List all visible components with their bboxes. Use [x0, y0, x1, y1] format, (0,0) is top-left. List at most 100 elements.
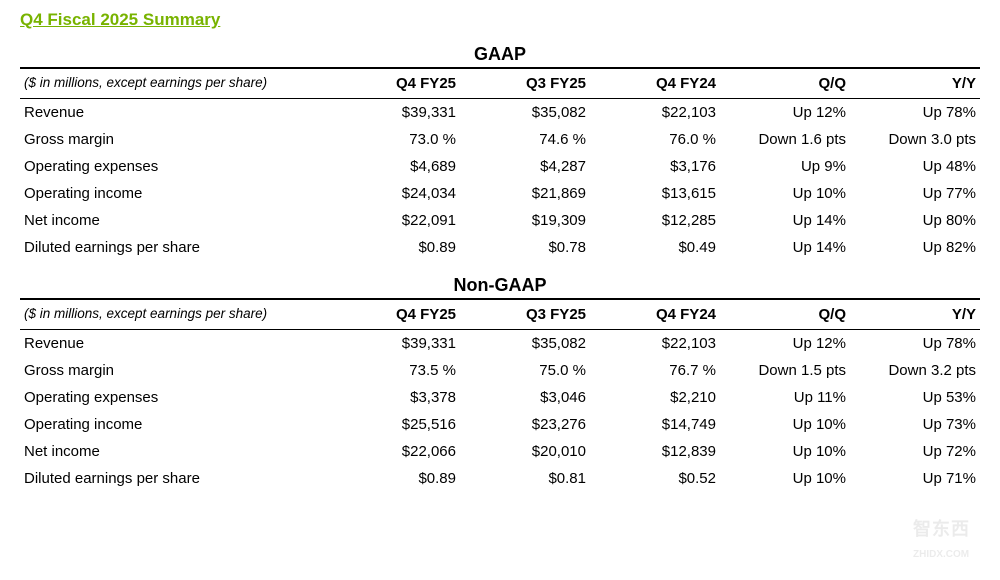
- table-cell: 73.0 %: [330, 126, 460, 153]
- table-cell: $21,869: [460, 180, 590, 207]
- table-cell: $39,331: [330, 330, 460, 358]
- table-row: Operating income$24,034$21,869$13,615Up …: [20, 180, 980, 207]
- table-block-gaap: GAAP ($ in millions, except earnings per…: [20, 44, 980, 261]
- table-row: Gross margin73.5 %75.0 %76.7 %Down 1.5 p…: [20, 357, 980, 384]
- table-cell: $0.52: [590, 465, 720, 492]
- table-header-cell: Q/Q: [720, 299, 850, 330]
- table-cell: $3,176: [590, 153, 720, 180]
- table-cell: Up 72%: [850, 438, 980, 465]
- table-cell: Up 73%: [850, 411, 980, 438]
- table-header-row: ($ in millions, except earnings per shar…: [20, 299, 980, 330]
- table-cell: 75.0 %: [460, 357, 590, 384]
- table-header-cell: Q/Q: [720, 68, 850, 99]
- table-cell: Up 12%: [720, 330, 850, 358]
- row-label: Operating income: [20, 411, 330, 438]
- table-cell: Up 78%: [850, 99, 980, 127]
- table-header-note: ($ in millions, except earnings per shar…: [20, 299, 330, 330]
- table-cell: $0.78: [460, 234, 590, 261]
- table-cell: Up 82%: [850, 234, 980, 261]
- table-cell: Down 1.5 pts: [720, 357, 850, 384]
- row-label: Revenue: [20, 330, 330, 358]
- table-cell: Up 10%: [720, 438, 850, 465]
- row-label: Net income: [20, 207, 330, 234]
- row-label: Revenue: [20, 99, 330, 127]
- table-cell: 73.5 %: [330, 357, 460, 384]
- table-cell: Up 9%: [720, 153, 850, 180]
- table-cell: Up 71%: [850, 465, 980, 492]
- table-cell: $12,839: [590, 438, 720, 465]
- table-header-note: ($ in millions, except earnings per shar…: [20, 68, 330, 99]
- table-header-cell: Q4 FY25: [330, 299, 460, 330]
- table-cell: 76.7 %: [590, 357, 720, 384]
- table-cell: $25,516: [330, 411, 460, 438]
- watermark-text: 智东西: [913, 519, 970, 539]
- table-cell: $20,010: [460, 438, 590, 465]
- table-cell: $22,066: [330, 438, 460, 465]
- table-row: Revenue$39,331$35,082$22,103Up 12%Up 78%: [20, 99, 980, 127]
- row-label: Diluted earnings per share: [20, 234, 330, 261]
- row-label: Operating income: [20, 180, 330, 207]
- table-cell: $0.89: [330, 465, 460, 492]
- table-row: Diluted earnings per share$0.89$0.78$0.4…: [20, 234, 980, 261]
- table-cell: $0.89: [330, 234, 460, 261]
- table-cell: Up 53%: [850, 384, 980, 411]
- table-cell: Up 14%: [720, 234, 850, 261]
- table-cell: Up 78%: [850, 330, 980, 358]
- table-cell: Up 80%: [850, 207, 980, 234]
- table-cell: $2,210: [590, 384, 720, 411]
- table-block-nongaap: Non-GAAP ($ in millions, except earnings…: [20, 275, 980, 492]
- table-cell: Up 77%: [850, 180, 980, 207]
- financial-table: ($ in millions, except earnings per shar…: [20, 67, 980, 261]
- table-cell: $22,103: [590, 330, 720, 358]
- table-row: Net income$22,066$20,010$12,839Up 10%Up …: [20, 438, 980, 465]
- table-title: Non-GAAP: [20, 275, 980, 296]
- page-root: Q4 Fiscal 2025 Summary GAAP ($ in millio…: [0, 0, 1000, 492]
- table-cell: $0.81: [460, 465, 590, 492]
- table-header-row: ($ in millions, except earnings per shar…: [20, 68, 980, 99]
- table-body: Revenue$39,331$35,082$22,103Up 12%Up 78%…: [20, 99, 980, 262]
- table-cell: $0.49: [590, 234, 720, 261]
- table-cell: Down 3.0 pts: [850, 126, 980, 153]
- table-header-cell: Q4 FY25: [330, 68, 460, 99]
- table-row: Diluted earnings per share$0.89$0.81$0.5…: [20, 465, 980, 492]
- page-title: Q4 Fiscal 2025 Summary: [20, 10, 980, 30]
- table-cell: $13,615: [590, 180, 720, 207]
- table-cell: Down 3.2 pts: [850, 357, 980, 384]
- table-body: Revenue$39,331$35,082$22,103Up 12%Up 78%…: [20, 330, 980, 493]
- table-cell: $35,082: [460, 330, 590, 358]
- table-header-cell: Q3 FY25: [460, 299, 590, 330]
- financial-table: ($ in millions, except earnings per shar…: [20, 298, 980, 492]
- table-cell: $14,749: [590, 411, 720, 438]
- table-cell: $22,091: [330, 207, 460, 234]
- table-cell: $24,034: [330, 180, 460, 207]
- table-cell: 74.6 %: [460, 126, 590, 153]
- table-header-cell: Y/Y: [850, 299, 980, 330]
- row-label: Operating expenses: [20, 153, 330, 180]
- table-cell: Up 12%: [720, 99, 850, 127]
- table-row: Net income$22,091$19,309$12,285Up 14%Up …: [20, 207, 980, 234]
- table-cell: Up 10%: [720, 180, 850, 207]
- table-cell: $22,103: [590, 99, 720, 127]
- row-label: Diluted earnings per share: [20, 465, 330, 492]
- table-cell: Up 10%: [720, 411, 850, 438]
- table-row: Revenue$39,331$35,082$22,103Up 12%Up 78%: [20, 330, 980, 358]
- table-row: Operating expenses$4,689$4,287$3,176Up 9…: [20, 153, 980, 180]
- row-label: Net income: [20, 438, 330, 465]
- row-label: Operating expenses: [20, 384, 330, 411]
- table-cell: $4,689: [330, 153, 460, 180]
- table-cell: Up 48%: [850, 153, 980, 180]
- table-cell: $4,287: [460, 153, 590, 180]
- table-cell: $3,378: [330, 384, 460, 411]
- table-cell: 76.0 %: [590, 126, 720, 153]
- table-cell: $35,082: [460, 99, 590, 127]
- table-cell: $3,046: [460, 384, 590, 411]
- table-row: Operating expenses$3,378$3,046$2,210Up 1…: [20, 384, 980, 411]
- table-header-cell: Q4 FY24: [590, 299, 720, 330]
- table-cell: Up 14%: [720, 207, 850, 234]
- table-row: Operating income$25,516$23,276$14,749Up …: [20, 411, 980, 438]
- watermark: 智东西 ZHIDX.COM: [913, 515, 970, 562]
- table-cell: $39,331: [330, 99, 460, 127]
- row-label: Gross margin: [20, 126, 330, 153]
- table-cell: $19,309: [460, 207, 590, 234]
- table-cell: Up 11%: [720, 384, 850, 411]
